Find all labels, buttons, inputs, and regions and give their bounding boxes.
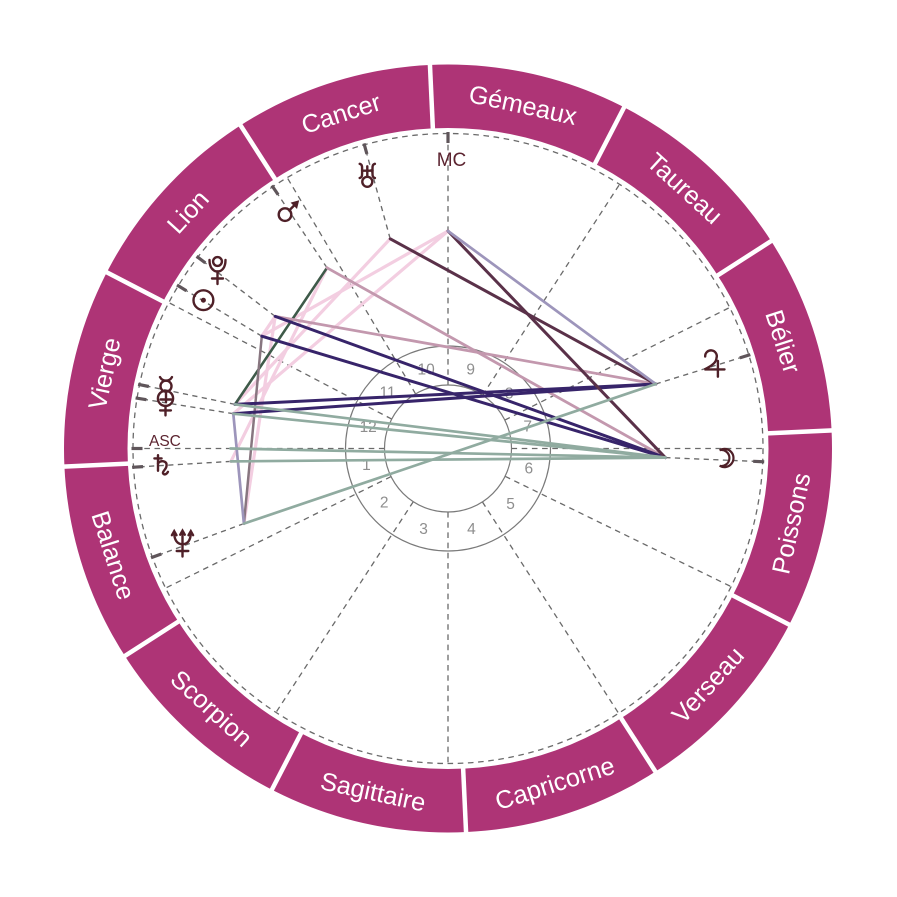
svg-text:2: 2 [380,495,389,512]
svg-text:5: 5 [506,496,515,513]
svg-text:9: 9 [466,362,475,379]
svg-text:6: 6 [524,460,533,477]
svg-text:ASC: ASC [149,433,181,450]
svg-text:3: 3 [419,521,428,538]
svg-text:11: 11 [380,385,396,402]
svg-text:MC: MC [437,150,467,171]
svg-text:4: 4 [467,521,476,538]
svg-text:1: 1 [362,457,371,474]
